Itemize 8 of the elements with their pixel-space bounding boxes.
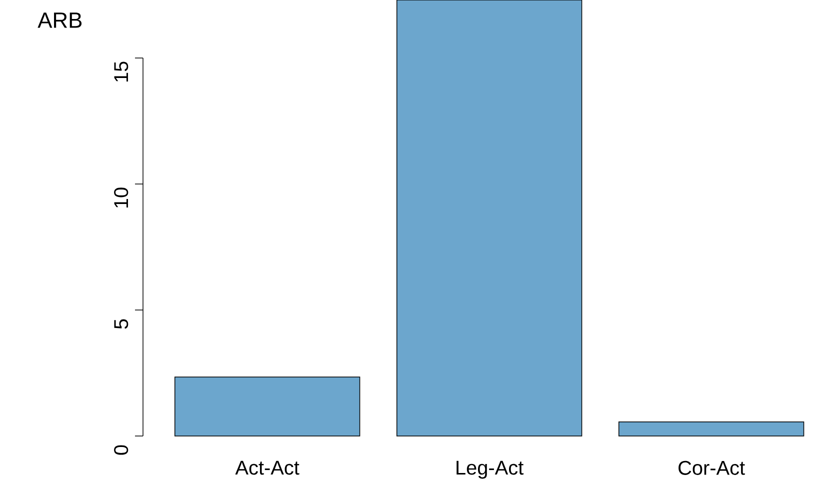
x-tick-label: Act-Act	[235, 460, 300, 475]
y-tick-label: 0	[114, 445, 128, 455]
y-tick-label: 5	[114, 319, 128, 329]
x-tick-label: Leg-Act	[456, 460, 524, 479]
y-tick-label: 15	[114, 62, 128, 82]
y-tick-label: 10	[114, 188, 128, 208]
x-tick-label: Cor-Act	[678, 460, 745, 475]
chart-title: ARB	[38, 12, 82, 28]
